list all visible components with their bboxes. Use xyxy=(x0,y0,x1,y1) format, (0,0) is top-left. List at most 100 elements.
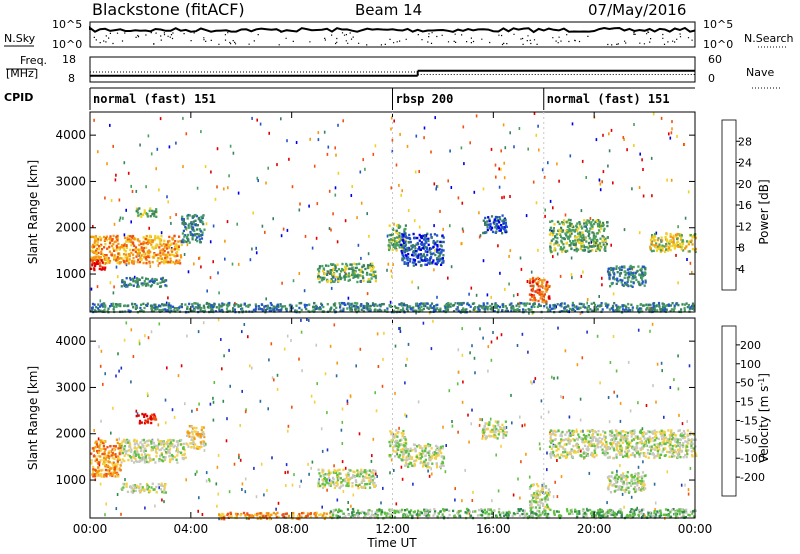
data-speckle xyxy=(201,513,204,516)
data-cell xyxy=(133,461,136,464)
noise-sky-label: N.Sky xyxy=(4,32,36,45)
data-speckle xyxy=(471,499,474,502)
data-cell xyxy=(635,307,639,310)
data-cell xyxy=(104,238,107,241)
data-cell xyxy=(133,260,136,263)
data-cell xyxy=(361,270,364,273)
data-cell xyxy=(319,484,322,488)
data-cell xyxy=(422,307,425,311)
data-cell xyxy=(289,303,292,307)
data-cell xyxy=(120,285,123,288)
data-cell xyxy=(98,446,101,449)
data-speckle xyxy=(182,116,184,120)
data-speckle xyxy=(546,468,548,472)
data-speckle xyxy=(524,423,526,427)
data-speckle xyxy=(260,462,263,466)
data-cell xyxy=(568,232,571,235)
data-speckle xyxy=(653,482,656,486)
data-speckle xyxy=(177,374,180,378)
data-cell xyxy=(106,247,109,250)
data-speckle xyxy=(376,332,379,336)
data-cell xyxy=(565,234,568,237)
data-speckle xyxy=(295,141,298,144)
data-speckle xyxy=(282,227,285,231)
data-cell xyxy=(141,276,144,279)
data-speckle xyxy=(167,296,169,300)
data-cell xyxy=(146,486,149,489)
data-speckle xyxy=(393,222,395,226)
data-cell xyxy=(363,479,366,482)
data-cell xyxy=(135,278,139,281)
data-cell xyxy=(528,500,532,503)
data-cell xyxy=(413,462,416,465)
data-cell xyxy=(150,417,153,420)
data-cell xyxy=(652,237,655,240)
data-cell xyxy=(325,481,328,484)
data-cell xyxy=(408,248,411,252)
data-cell xyxy=(430,302,434,305)
data-cell xyxy=(597,224,600,227)
data-cell xyxy=(245,304,248,308)
data-cell xyxy=(123,236,127,240)
data-cell xyxy=(226,302,229,305)
data-speckle xyxy=(634,431,636,435)
data-cell xyxy=(153,418,156,421)
data-cell xyxy=(182,456,185,460)
data-cell xyxy=(137,443,140,446)
data-speckle xyxy=(100,349,103,353)
data-cell xyxy=(344,272,347,275)
data-cell xyxy=(98,305,102,308)
data-cell xyxy=(569,229,572,232)
data-cell xyxy=(615,282,618,285)
data-speckle xyxy=(534,377,537,381)
data-speckle xyxy=(93,118,95,122)
data-speckle xyxy=(263,493,265,497)
data-cell xyxy=(603,248,606,251)
data-cell xyxy=(398,454,402,457)
data-cell xyxy=(576,307,579,311)
data-cell xyxy=(333,470,337,473)
data-cell xyxy=(532,484,535,487)
data-cell xyxy=(452,310,456,313)
data-cell xyxy=(198,219,202,222)
data-cell xyxy=(192,234,195,237)
data-cell xyxy=(315,304,318,308)
data-cell xyxy=(284,307,288,311)
data-speckle xyxy=(317,131,320,135)
data-cell xyxy=(134,279,137,283)
data-cell xyxy=(653,309,656,312)
data-cell xyxy=(100,475,103,478)
data-speckle xyxy=(554,480,556,484)
data-speckle xyxy=(350,194,353,197)
data-cell xyxy=(522,302,525,305)
data-cell xyxy=(660,240,663,243)
data-cell xyxy=(621,265,624,269)
data-cell xyxy=(553,307,556,310)
data-cell xyxy=(126,449,129,453)
data-cell xyxy=(412,254,415,257)
data-cell xyxy=(542,504,545,507)
data-cell xyxy=(153,214,156,218)
data-cell xyxy=(125,240,128,243)
data-speckle xyxy=(558,179,560,183)
data-cell xyxy=(556,236,559,240)
data-cell xyxy=(129,278,132,281)
data-cell xyxy=(499,218,502,221)
data-speckle xyxy=(117,352,119,356)
data-cell xyxy=(92,455,95,458)
data-speckle xyxy=(135,189,138,193)
data-cell xyxy=(409,455,412,458)
data-cell xyxy=(132,487,135,490)
data-speckle xyxy=(552,255,554,259)
data-speckle xyxy=(212,396,214,400)
data-cell xyxy=(146,242,149,246)
data-cell xyxy=(430,236,433,239)
data-cell xyxy=(295,309,298,313)
data-cell xyxy=(665,248,668,251)
data-cell xyxy=(132,257,135,260)
data-cell xyxy=(121,281,124,284)
data-cell xyxy=(545,491,548,494)
data-cell xyxy=(597,304,600,308)
data-cell xyxy=(313,305,316,309)
data-cell xyxy=(502,427,505,430)
